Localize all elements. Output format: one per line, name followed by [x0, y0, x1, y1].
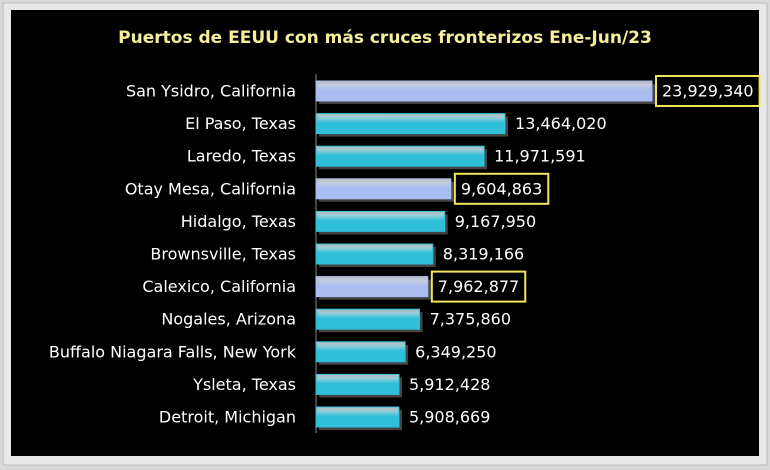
value-label: 9,167,950: [455, 212, 536, 231]
bar: [315, 341, 406, 363]
bar: [315, 113, 506, 135]
category-label: San Ysidro, California: [126, 82, 296, 101]
category-label: Brownsville, Texas: [150, 245, 296, 264]
category-label: Detroit, Michigan: [159, 408, 296, 427]
value-label: 6,349,250: [415, 342, 496, 361]
highlight-box: [655, 75, 761, 107]
category-label: El Paso, Texas: [185, 114, 296, 133]
value-label: 7,962,877: [438, 277, 519, 296]
bar: [315, 243, 434, 265]
category-label: Calexico, California: [142, 277, 296, 296]
bar: [315, 145, 485, 167]
bar: [315, 80, 653, 102]
highlight-box: [453, 172, 550, 205]
highlight-box: [430, 270, 527, 303]
value-label: 5,912,428: [409, 375, 490, 394]
value-label: 13,464,020: [515, 114, 607, 133]
value-label: 11,971,591: [494, 147, 586, 166]
value-label: 9,604,863: [461, 179, 542, 198]
value-label: 7,375,860: [430, 310, 511, 329]
value-label: 8,319,166: [443, 245, 524, 264]
category-label: Hidalgo, Texas: [181, 212, 296, 231]
category-label: Otay Mesa, California: [125, 179, 296, 198]
category-label: Buffalo Niagara Falls, New York: [49, 342, 297, 361]
bar: [315, 210, 446, 232]
bar: [315, 373, 400, 395]
category-label: Ysleta, Texas: [192, 375, 296, 394]
category-label: Laredo, Texas: [187, 147, 296, 166]
category-label: Nogales, Arizona: [161, 310, 296, 329]
value-label: 23,929,340: [662, 82, 754, 101]
bar: [315, 406, 400, 428]
bar: [315, 308, 421, 330]
bar: [315, 178, 452, 200]
bar: [315, 276, 429, 298]
value-label: 5,908,669: [409, 408, 490, 427]
chart-title: Puertos de EEUU con más cruces fronteriz…: [118, 28, 652, 48]
